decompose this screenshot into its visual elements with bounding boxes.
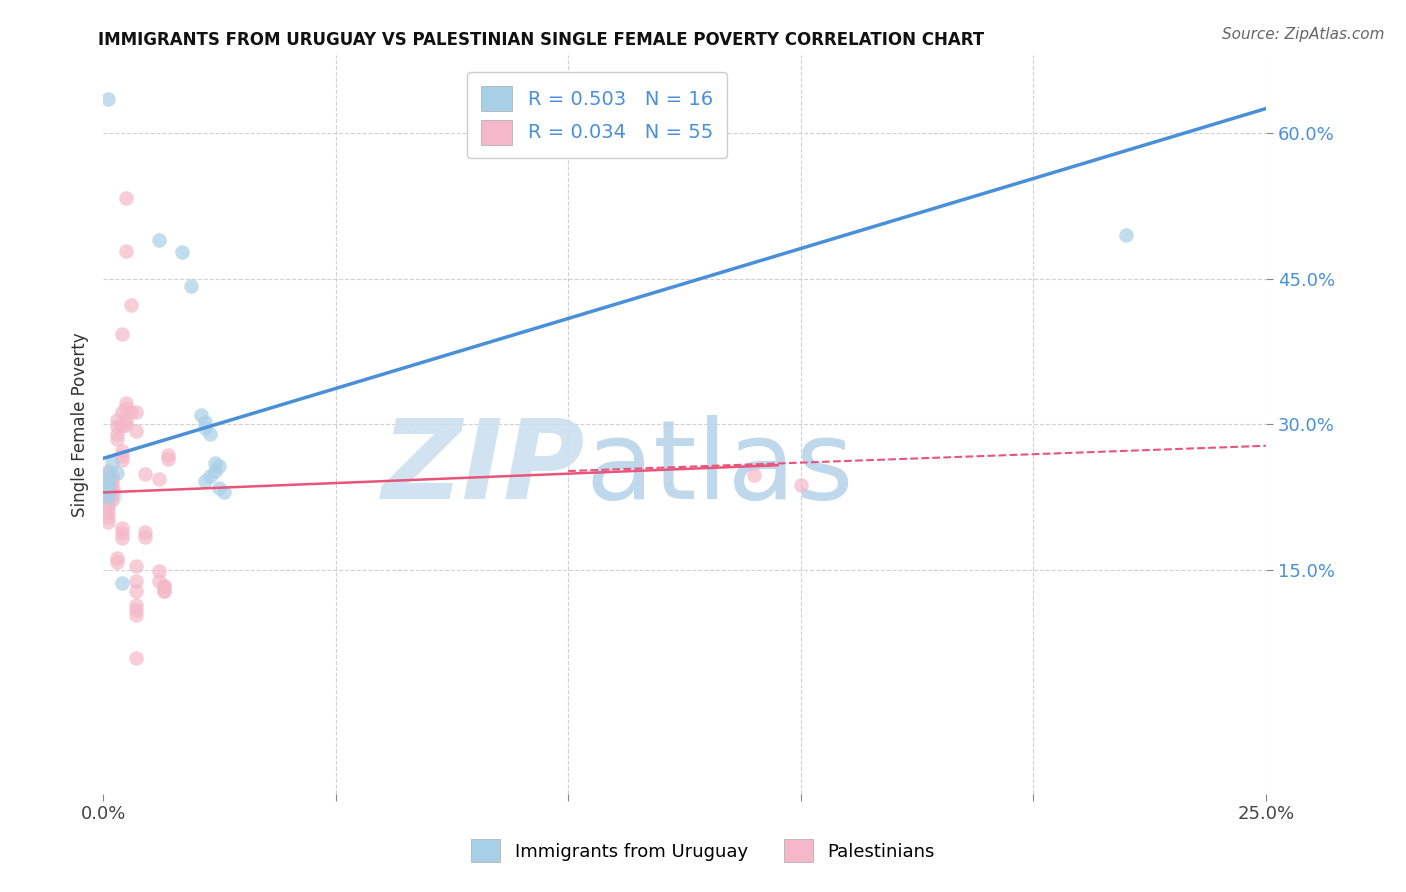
Point (148, 574, 170, 588)
Point (194, 416, 217, 430)
Point (111, 419, 134, 434)
Point (105, 432, 128, 446)
Point (97, 481, 120, 495)
Point (94, 487, 117, 501)
Point (1115, 227, 1137, 242)
Point (125, 559, 148, 574)
Point (157, 452, 180, 467)
Point (97, 92, 120, 106)
Point (208, 481, 231, 495)
Point (152, 583, 174, 598)
Point (97, 466, 120, 480)
Point (97, 490, 120, 504)
Point (212, 485, 235, 500)
Point (97, 481, 120, 495)
Point (125, 405, 148, 419)
Point (111, 405, 134, 419)
Point (134, 525, 156, 540)
Point (125, 650, 148, 665)
Point (204, 456, 226, 470)
Point (105, 466, 128, 480)
Point (97, 471, 120, 485)
Point (115, 396, 138, 410)
Point (172, 245, 194, 260)
Point (190, 408, 212, 422)
Point (111, 521, 134, 535)
Point (152, 583, 174, 598)
Point (194, 421, 217, 435)
Point (105, 419, 128, 434)
Point (115, 401, 138, 415)
Point (111, 443, 134, 458)
Text: Source: ZipAtlas.com: Source: ZipAtlas.com (1222, 27, 1385, 42)
Point (152, 579, 174, 593)
Point (97, 473, 120, 487)
Point (134, 530, 156, 544)
Point (125, 598, 148, 612)
Point (134, 467, 156, 481)
Point (97, 509, 120, 524)
Point (97, 475, 120, 490)
Point (101, 456, 124, 470)
Point (742, 467, 765, 482)
Point (180, 279, 202, 293)
Point (115, 191, 138, 205)
Point (97, 485, 120, 500)
Point (194, 474, 217, 488)
Point (101, 467, 124, 482)
Point (97, 490, 120, 504)
Point (97, 500, 120, 514)
Point (97, 485, 120, 500)
Point (198, 469, 221, 483)
Point (148, 564, 170, 578)
Legend: Immigrants from Uruguay, Palestinians: Immigrants from Uruguay, Palestinians (464, 832, 942, 870)
Point (111, 531, 134, 545)
Point (125, 607, 148, 622)
Point (105, 412, 128, 426)
Point (152, 579, 174, 593)
Point (111, 326, 134, 341)
Point (111, 575, 134, 590)
Text: atlas: atlas (586, 415, 855, 522)
Point (97, 469, 120, 483)
Point (105, 550, 128, 565)
Point (157, 448, 180, 462)
Point (101, 483, 124, 497)
Point (97, 476, 120, 491)
Text: ZIP: ZIP (382, 415, 586, 522)
Point (101, 487, 124, 501)
Point (125, 603, 148, 617)
Point (208, 459, 231, 474)
Point (101, 477, 124, 491)
Point (198, 427, 221, 442)
Point (790, 477, 813, 491)
Point (97, 515, 120, 529)
Point (97, 505, 120, 519)
Point (115, 413, 138, 427)
Text: IMMIGRANTS FROM URUGUAY VS PALESTINIAN SINGLE FEMALE POVERTY CORRELATION CHART: IMMIGRANTS FROM URUGUAY VS PALESTINIAN S… (98, 31, 984, 49)
Point (125, 424, 148, 438)
Point (111, 449, 134, 463)
Point (148, 233, 170, 247)
Point (97, 495, 120, 509)
Point (115, 244, 138, 259)
Point (125, 583, 148, 598)
Point (125, 574, 148, 588)
Point (148, 472, 170, 486)
Point (204, 464, 226, 478)
Point (105, 427, 128, 442)
Point (111, 453, 134, 467)
Point (115, 418, 138, 433)
Point (101, 492, 124, 507)
Point (97, 464, 120, 478)
Point (111, 526, 134, 541)
Y-axis label: Single Female Poverty: Single Female Poverty (72, 332, 89, 516)
Point (105, 555, 128, 569)
Point (120, 298, 142, 312)
Legend: R = 0.503   N = 16, R = 0.034   N = 55: R = 0.503 N = 16, R = 0.034 N = 55 (467, 72, 727, 158)
Point (120, 405, 142, 419)
Point (101, 473, 124, 487)
